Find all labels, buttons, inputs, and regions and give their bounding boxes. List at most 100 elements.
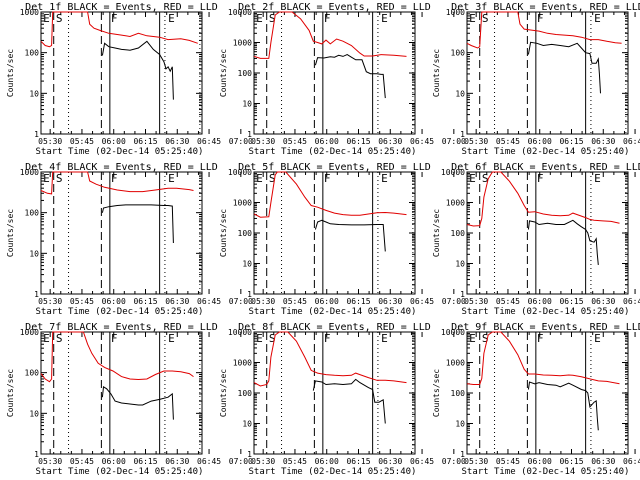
x-tick-label: 05:30 bbox=[464, 137, 488, 146]
region-label: F bbox=[537, 172, 544, 185]
x-tick-label: 06:45 bbox=[197, 457, 221, 466]
series-lld-line bbox=[40, 11, 198, 48]
y-tick-label: 1000 bbox=[20, 8, 39, 17]
x-tick-label: 06:30 bbox=[378, 457, 402, 466]
x-tick-label: 06:15 bbox=[559, 457, 583, 466]
x-tick-label: 05:30 bbox=[38, 297, 62, 306]
x-tick-label: 06:15 bbox=[346, 297, 370, 306]
x-tick-label: 06:45 bbox=[623, 457, 640, 466]
y-tick-label: 100 bbox=[451, 389, 466, 398]
y-tick-label: 100 bbox=[25, 209, 40, 218]
y-tick-label: 10 bbox=[242, 420, 252, 429]
x-tick-label: 06:00 bbox=[315, 137, 339, 146]
x-tick-label: 06:15 bbox=[133, 297, 157, 306]
region-label: E bbox=[168, 332, 175, 345]
y-axis-label: Counts/sec bbox=[432, 369, 441, 417]
region-label: E bbox=[168, 12, 175, 25]
plot-frame bbox=[253, 171, 416, 295]
x-tick-label: 06:15 bbox=[133, 137, 157, 146]
x-tick-label: 05:45 bbox=[496, 297, 520, 306]
x-tick-label: 07:00 bbox=[442, 457, 466, 466]
panel-det-2: Det 2f BLACK = Events, RED = LLD11010010… bbox=[219, 2, 466, 157]
x-tick-label: 06:00 bbox=[102, 137, 126, 146]
y-tick-label: 10 bbox=[29, 409, 39, 418]
region-label: S bbox=[56, 172, 63, 185]
x-axis-label: Start Time (02-Dec-14 05:25:40) bbox=[249, 307, 417, 317]
y-tick-label: 1 bbox=[460, 290, 465, 299]
x-tick-label: 06:45 bbox=[197, 297, 221, 306]
x-tick-label: 05:30 bbox=[251, 137, 275, 146]
y-tick-label: 1 bbox=[34, 450, 39, 459]
panel-det-6: Det 6f BLACK = Events, RED = LLD 1 10 100 10… bbox=[432, 162, 640, 317]
x-tick-label: 06:00 bbox=[315, 457, 339, 466]
x-tick-label: 06:45 bbox=[623, 297, 640, 306]
x-tick-label: 06:00 bbox=[102, 457, 126, 466]
series-events-line bbox=[101, 204, 174, 244]
panel-det-1: Det 1f BLACK = Events, RED = LLD11010010… bbox=[6, 2, 253, 157]
series-lld-line bbox=[253, 331, 407, 387]
panel-title: Det 2f BLACK = Events, RED = LLD bbox=[238, 2, 431, 13]
panel-det-7: Det 7f BLACK = Events, RED = LLD11010010… bbox=[6, 322, 253, 477]
plot-frame bbox=[40, 331, 203, 455]
x-tick-label: 05:30 bbox=[38, 457, 62, 466]
plot-frame bbox=[466, 11, 629, 135]
panel-title: Det 3f BLACK = Events, RED = LLD bbox=[451, 2, 640, 13]
x-axis-label: Start Time (02-Dec-14 05:25:40) bbox=[249, 147, 417, 157]
x-tick-label: 07:00 bbox=[229, 137, 253, 146]
region-label: E bbox=[469, 12, 476, 25]
y-tick-label: 1000 bbox=[233, 39, 252, 48]
x-tick-label: 07:00 bbox=[229, 457, 253, 466]
y-tick-label: 10000 bbox=[441, 168, 465, 177]
plot-frame bbox=[466, 331, 629, 455]
region-label: F bbox=[537, 332, 544, 345]
region-label: F bbox=[111, 332, 118, 345]
region-label: E bbox=[43, 332, 50, 345]
y-axis-label: Counts/sec bbox=[219, 49, 228, 97]
x-tick-label: 05:30 bbox=[38, 137, 62, 146]
x-tick-label: 06:45 bbox=[197, 137, 221, 146]
series-events-line bbox=[101, 40, 174, 100]
panel-title: Det 5f BLACK = Events, RED = LLD bbox=[238, 162, 431, 173]
region-label: E bbox=[43, 172, 50, 185]
region-label: S bbox=[482, 332, 489, 345]
y-tick-label: 1000 bbox=[20, 328, 39, 337]
x-tick-label: 07:00 bbox=[442, 137, 466, 146]
series-events-line bbox=[312, 378, 386, 424]
series-events-line bbox=[314, 219, 386, 252]
x-tick-label: 06:45 bbox=[410, 137, 434, 146]
x-tick-label: 06:00 bbox=[528, 457, 552, 466]
region-label: F bbox=[324, 12, 331, 25]
x-tick-label: 06:30 bbox=[165, 137, 189, 146]
panel-title: Det 9f BLACK = Events, RED = LLD bbox=[451, 322, 640, 333]
y-tick-label: 10 bbox=[242, 100, 252, 109]
panel-title: Det 4f BLACK = Events, RED = LLD bbox=[25, 162, 218, 173]
x-tick-label: 06:15 bbox=[559, 297, 583, 306]
x-tick-label: 05:45 bbox=[496, 137, 520, 146]
y-tick-label: 10 bbox=[29, 249, 39, 258]
x-axis-label: Start Time (02-Dec-14 05:25:40) bbox=[36, 147, 204, 157]
panel-title: Det 7f BLACK = Events, RED = LLD bbox=[25, 322, 218, 333]
x-tick-label: 05:45 bbox=[70, 137, 94, 146]
region-label: S bbox=[482, 12, 489, 25]
x-tick-label: 06:00 bbox=[528, 137, 552, 146]
plot-frame bbox=[253, 331, 416, 455]
region-label: E bbox=[594, 172, 601, 185]
x-axis-label: Start Time (02-Dec-14 05:25:40) bbox=[249, 467, 417, 477]
panel-det-8: Det 8f BLACK = Events, RED = LLD11010010… bbox=[219, 322, 466, 477]
x-tick-label: 06:00 bbox=[528, 297, 552, 306]
x-tick-label: 06:30 bbox=[591, 297, 615, 306]
region-label: E bbox=[168, 172, 175, 185]
series-lld-line bbox=[466, 331, 620, 385]
y-tick-label: 10 bbox=[455, 260, 465, 269]
region-label: E bbox=[381, 12, 388, 25]
y-axis-label: Counts/sec bbox=[432, 209, 441, 257]
x-tick-label: 05:30 bbox=[251, 457, 275, 466]
y-tick-label: 10 bbox=[455, 89, 465, 98]
x-tick-label: 06:30 bbox=[591, 137, 615, 146]
y-axis-label: Counts/sec bbox=[219, 209, 228, 257]
series-events-line bbox=[314, 54, 386, 99]
y-tick-label: 100 bbox=[238, 69, 253, 78]
x-tick-label: 06:00 bbox=[102, 297, 126, 306]
x-tick-label: 06:30 bbox=[378, 137, 402, 146]
x-axis-label: Start Time (02-Dec-14 05:25:40) bbox=[36, 467, 204, 477]
